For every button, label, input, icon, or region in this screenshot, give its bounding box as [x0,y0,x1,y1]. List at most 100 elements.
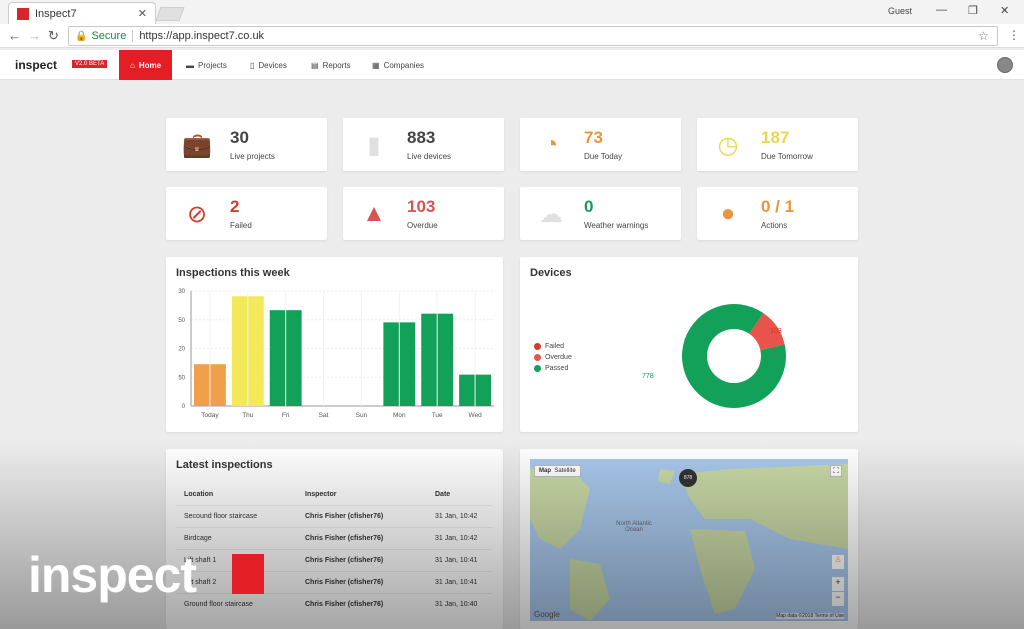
stat-value: 883 [407,128,436,147]
stat-value: 2 [230,197,240,216]
stat-card[interactable]: ◷ 187 Due Tomorrow [697,118,858,171]
briefcase-icon: ▬ [186,60,194,70]
overlay-logo-mark [232,554,264,594]
slice-label: 103 [770,328,782,335]
nav-projects[interactable]: ▬ Projects [186,50,227,80]
stat-card[interactable]: ◔ 73 Due Today [520,118,681,171]
x-tick-label: Thu [242,412,254,419]
address-bar: ← → ↻ 🔒 Secure https://app.inspect7.co.u… [0,24,1024,48]
nav-home-label: Home [138,60,162,70]
stat-label: Failed [230,221,252,230]
table-row[interactable]: Lift shaft 1 Chris Fisher (cfisher76) 31 J… [176,549,492,571]
browser-menu-icon[interactable]: ⋮ [1008,28,1020,42]
cloud-icon: ☁ [539,200,563,228]
stat-card[interactable]: 💼 30 Live projects [166,118,327,171]
legend-item[interactable]: Passed [534,363,572,374]
x-tick-label: Today [201,412,219,419]
map-button[interactable]: Map [539,468,551,474]
pegman-icon[interactable]: ♙ [832,555,844,569]
stat-card[interactable]: ● 0 / 1 Actions [697,187,858,240]
forward-icon[interactable]: → [28,28,41,43]
nav-companies[interactable]: ▦ Companies [372,50,424,80]
stat-card[interactable]: ⊘ 2 Failed [166,187,327,240]
table-row[interactable]: Ground floor staircase Chris Fisher (cfis… [176,593,492,615]
nav-devices[interactable]: ▯ Devices [250,50,287,80]
y-tick-label: 50 [178,375,185,381]
legend-label: Overdue [545,354,572,361]
zoom-in-button[interactable]: + [832,577,844,591]
legend-item[interactable]: Failed [534,341,572,352]
table-row[interactable]: Birdcage Chris Fisher (cfisher76) 31 Jan, … [176,527,492,549]
inspections-chart-panel: Inspections this week 0 50 20 50 30 Today Thu F… [166,257,503,432]
column-header: Location [184,490,214,498]
x-tick-label: Tue [432,412,443,419]
map-marker[interactable]: 878 [679,469,697,487]
donut-slice [749,313,785,350]
timer-icon: ◔ [543,131,559,158]
nav-home[interactable]: ⌂ Home [119,50,173,80]
table-cell: Birdcage [184,535,212,542]
x-tick-label: Fri [282,412,290,419]
map-view[interactable]: Map Satellite 878 North Atlantic Ocean ⛶… [530,459,848,621]
latest-inspections-panel: Latest inspections Location Inspector Date… [166,449,503,629]
close-tab-icon[interactable]: ✕ [137,8,147,20]
fullscreen-icon[interactable]: ⛶ [830,465,842,477]
slice-label: 2 [772,349,776,356]
x-tick-label: Sat [319,412,329,419]
stat-card[interactable]: ▲ 103 Overdue [343,187,504,240]
map-land [530,464,848,621]
legend-dot [534,343,541,350]
nav-reports[interactable]: ▤ Reports [311,50,351,80]
table-cell: 31 Jan, 10:41 [435,579,478,586]
app-logo[interactable]: inspect [15,58,58,72]
legend-item[interactable]: Overdue [534,352,572,363]
bookmark-star-icon[interactable]: ☆ [978,29,989,43]
table-cell: Chris Fisher (cfisher76) [305,579,384,586]
stat-value: 187 [761,128,790,147]
legend-label: Failed [545,343,565,350]
device-icon: ▮ [367,131,381,159]
clock-icon: ◷ [717,131,739,159]
guest-label[interactable]: Guest [888,6,913,16]
latest-title: Latest inspections [176,459,273,471]
home-icon: ⌂ [130,60,135,70]
y-tick-label: 50 [178,318,185,324]
building-icon: ▦ [372,60,380,70]
nav-devices-label: Devices [258,60,287,70]
map-panel: Map Satellite 878 North Atlantic Ocean ⛶… [520,449,858,629]
y-tick-label: 0 [182,404,186,410]
satellite-button[interactable]: Satellite [554,468,576,474]
stat-label: Live projects [230,152,275,161]
table-cell: 31 Jan, 10:42 [435,535,478,542]
legend-dot [534,354,541,361]
stat-card[interactable]: ▮ 883 Live devices [343,118,504,171]
browser-tab-strip: Inspect7 ✕ Guest — ❐ ✕ [0,0,1024,24]
zoom-out-button[interactable]: − [832,592,844,606]
x-tick-label: Sun [356,412,368,419]
reload-icon[interactable]: ↻ [48,28,59,43]
table-cell: Secound floor staircase [184,513,258,520]
inspections-table: Location Inspector Date Secound floor stair… [176,483,492,615]
stat-value: 103 [407,197,436,216]
column-header: Inspector [305,490,337,498]
table-cell: 31 Jan, 10:42 [435,513,478,520]
map-type-toggle[interactable]: Map Satellite [534,465,581,477]
url-input[interactable]: 🔒 Secure https://app.inspect7.co.uk ☆ [68,26,998,46]
google-logo: Google [534,610,560,619]
new-tab-button[interactable] [155,7,185,21]
favicon-icon [17,7,29,20]
browser-tab[interactable]: Inspect7 ✕ [8,2,156,24]
table-cell: Lift shaft 1 [184,557,217,564]
devices-title: Devices [530,267,572,279]
table-row[interactable]: Lift shaft 2 Chris Fisher (cfisher76) 31 J… [176,571,492,593]
stat-card[interactable]: ☁ 0 Weather warnings [520,187,681,240]
user-avatar[interactable] [997,57,1013,73]
restore-icon[interactable]: ❐ [968,5,978,17]
back-icon[interactable]: ← [8,28,21,43]
stat-label: Due Today [584,152,623,161]
legend-label: Passed [545,365,569,372]
divider [132,30,134,42]
table-row[interactable]: Secound floor staircase Chris Fisher (cfi… [176,505,492,527]
close-window-icon[interactable]: ✕ [1000,5,1010,17]
minimize-icon[interactable]: — [936,4,947,16]
